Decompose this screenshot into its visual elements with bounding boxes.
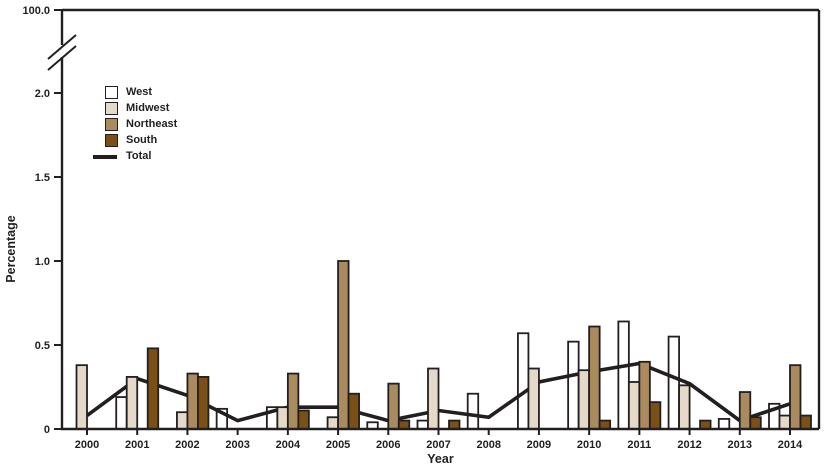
x-tick-label: 2007: [426, 439, 450, 451]
bar-midwest-2011: [627, 381, 641, 430]
bar-northeast-2006: [387, 382, 400, 430]
bar-south-2014: [799, 414, 812, 430]
legend-label: Northeast: [126, 118, 178, 130]
bar-midwest-2002: [176, 411, 189, 430]
legend-label: West: [126, 86, 153, 98]
bar-west-2013: [717, 418, 731, 430]
x-tick-label: 2004: [276, 439, 301, 451]
legend-label: Total: [126, 150, 152, 162]
x-tick-label: 2013: [728, 439, 752, 451]
legend-item-total: Total: [93, 149, 177, 165]
axis-break-slash-icon: [47, 34, 77, 60]
y-tick-label: 1.5: [35, 172, 50, 184]
south-swatch-icon: [105, 134, 118, 147]
bar-northeast-2005: [337, 260, 350, 430]
bar-northeast-2013: [738, 391, 752, 430]
bar-west-2001: [115, 396, 128, 430]
x-tick-label: 2011: [627, 439, 651, 451]
y-tick-label: 1.0: [35, 256, 50, 268]
bar-midwest-2012: [678, 384, 691, 430]
axis-break-gap: [59, 45, 65, 57]
bar-west-2010: [567, 340, 580, 430]
bar-south-2013: [749, 416, 762, 430]
bar-west-2011: [617, 320, 630, 430]
legend-label: South: [126, 134, 158, 146]
bar-west-2009: [517, 332, 530, 430]
bar-south-2007: [448, 419, 461, 430]
west-swatch-icon: [105, 86, 118, 99]
legend-item-midwest: Midwest: [93, 101, 177, 117]
bar-midwest-2014: [778, 414, 791, 430]
bar-south-2010: [598, 419, 612, 430]
x-tick-label: 2008: [476, 439, 500, 451]
y-tick-label: 2.0: [35, 88, 50, 100]
legend-item-south: South: [93, 133, 177, 149]
bar-midwest-2000: [75, 364, 88, 430]
x-tick-label: 2001: [125, 439, 149, 451]
x-tick-label: 2000: [75, 439, 99, 451]
bar-midwest-2001: [125, 376, 139, 430]
bar-northeast-2014: [789, 364, 802, 430]
y-axis-title: Percentage: [4, 215, 18, 283]
midwest-swatch-icon: [105, 102, 118, 115]
x-tick-label: 2009: [527, 439, 551, 451]
bar-midwest-2009: [527, 367, 540, 430]
bar-west-2008: [466, 392, 480, 430]
legend: West Midwest Northeast South Total: [93, 85, 177, 165]
legend-label: Midwest: [126, 102, 170, 114]
bar-south-2005: [347, 392, 360, 430]
bar-northeast-2002: [186, 372, 199, 430]
legend-item-northeast: Northeast: [93, 117, 177, 133]
bar-northeast-2004: [286, 372, 300, 430]
x-axis-title: Year: [427, 452, 454, 466]
bar-south-2011: [648, 401, 662, 430]
bar-south-2001: [146, 347, 160, 430]
bar-midwest-2010: [577, 369, 591, 430]
bar-south-2012: [699, 419, 712, 430]
axis-break-slash-icon: [47, 45, 77, 71]
x-tick-label: 2002: [175, 439, 199, 451]
x-tick-label: 2005: [326, 439, 350, 451]
bar-northeast-2010: [588, 325, 601, 430]
bar-south-2006: [397, 419, 411, 430]
y-tick-label: 0: [44, 424, 50, 436]
x-tick-label: 2010: [577, 439, 601, 451]
y-axis-break-top-label: 100.0: [22, 5, 50, 17]
y-tick-label: 0.5: [35, 340, 50, 352]
x-tick-label: 2003: [225, 439, 249, 451]
bar-west-2007: [416, 419, 429, 430]
bar-midwest-2005: [326, 416, 339, 430]
bar-west-2012: [667, 335, 680, 430]
x-tick-label: 2006: [376, 439, 400, 451]
bar-south-2004: [297, 409, 310, 430]
northeast-swatch-icon: [105, 118, 118, 131]
bar-south-2002: [197, 376, 210, 430]
total-line-swatch-icon: [93, 155, 117, 159]
legend-item-west: West: [93, 85, 177, 101]
bar-midwest-2007: [427, 367, 440, 430]
bar-midwest-2004: [276, 406, 289, 430]
bar-northeast-2011: [638, 360, 651, 430]
x-tick-label: 2012: [677, 439, 701, 451]
x-tick-label: 2014: [778, 439, 803, 451]
